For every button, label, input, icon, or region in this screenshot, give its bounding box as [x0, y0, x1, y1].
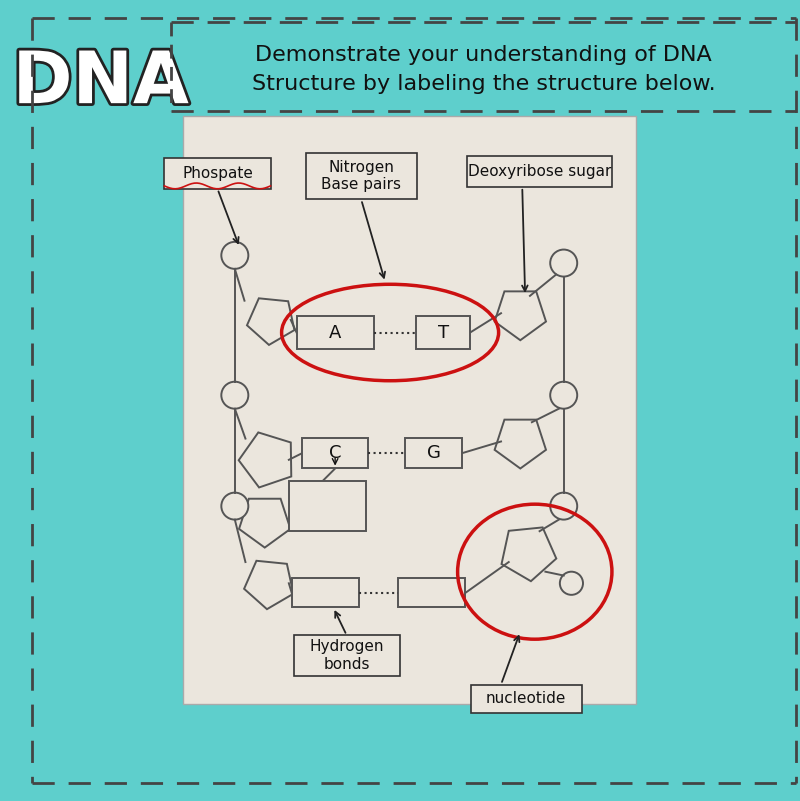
Bar	[292, 578, 359, 607]
Bar	[297, 316, 374, 349]
Text: Demonstrate your understanding of DNA: Demonstrate your understanding of DNA	[255, 45, 712, 65]
Bar	[416, 316, 470, 349]
Text: C: C	[329, 444, 342, 462]
Bar	[398, 578, 466, 607]
Polygon shape	[494, 292, 546, 340]
Text: T: T	[438, 324, 449, 341]
Text: Nitrogen
Base pairs: Nitrogen Base pairs	[321, 160, 401, 192]
Polygon shape	[239, 499, 290, 548]
Bar	[306, 153, 417, 199]
Polygon shape	[247, 298, 294, 345]
Bar	[165, 158, 270, 189]
Bar	[302, 437, 368, 469]
Text: Hydrogen
bonds: Hydrogen bonds	[310, 639, 384, 672]
Polygon shape	[244, 561, 294, 610]
Circle shape	[550, 382, 578, 409]
Circle shape	[222, 493, 248, 520]
Text: G: G	[426, 444, 441, 462]
Text: Phospate: Phospate	[182, 166, 253, 181]
Circle shape	[222, 242, 248, 269]
Bar	[289, 481, 366, 531]
Circle shape	[560, 572, 583, 595]
Text: Structure by labeling the structure below.: Structure by labeling the structure belo…	[252, 74, 715, 94]
Bar	[294, 635, 400, 676]
Circle shape	[550, 250, 578, 276]
Text: nucleotide: nucleotide	[486, 691, 566, 706]
Bar	[405, 437, 462, 469]
Text: Deoxyribose sugar: Deoxyribose sugar	[468, 164, 611, 179]
Polygon shape	[238, 433, 291, 488]
Bar	[182, 115, 636, 704]
Text: DNA: DNA	[13, 49, 189, 119]
Circle shape	[222, 382, 248, 409]
Polygon shape	[494, 420, 546, 469]
Polygon shape	[502, 527, 556, 582]
Bar	[467, 156, 612, 187]
Circle shape	[550, 493, 578, 520]
Bar	[470, 685, 582, 714]
Text: A: A	[329, 324, 342, 341]
